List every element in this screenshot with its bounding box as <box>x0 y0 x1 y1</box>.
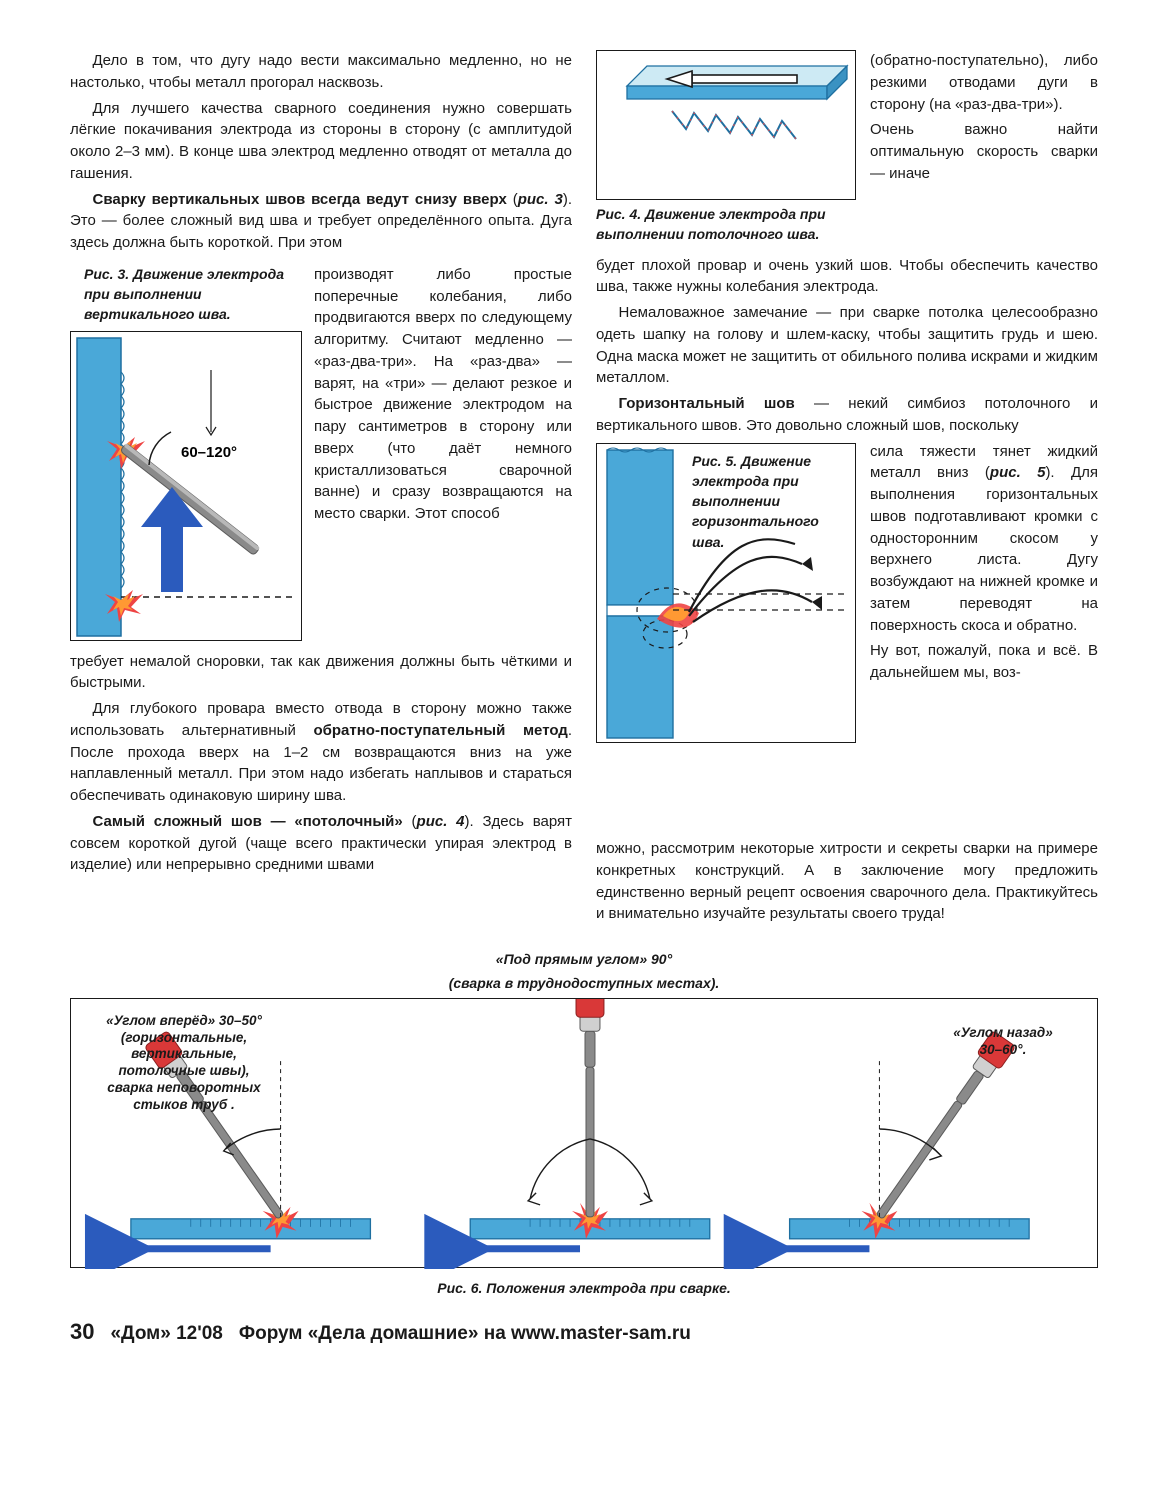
fig3-caption: Рис. 3. Движение электрода при выполнени… <box>84 264 302 325</box>
fig4-svg <box>597 51 857 201</box>
main-columns: Дело в том, что дугу надо вести максимал… <box>70 50 1098 929</box>
paragraph: требует немалой сноровки, так как движен… <box>70 651 572 695</box>
paragraph: производят либо простые поперечные колеб… <box>314 264 572 525</box>
fig4-left: Рис. 4. Движение электрода при выполнени… <box>596 50 856 249</box>
angle-label: 60–120° <box>181 444 237 461</box>
paragraph: сила тяжести тянет жидкий металл вниз (р… <box>870 441 1098 637</box>
paragraph: Горизонтальный шов — некий симбиоз потол… <box>596 393 1098 437</box>
right-column: Рис. 4. Движение электрода при выполнени… <box>596 50 1098 929</box>
paragraph: будет плохой провар и очень узкий шов. Ч… <box>596 255 1098 299</box>
fig6-head1: «Под прямым углом» 90° <box>70 949 1098 969</box>
fig6-head2: (сварка в труднодоступных местах). <box>70 973 1098 993</box>
paragraph: Самый сложный шов — «потолочный» (рис. 4… <box>70 811 572 876</box>
paragraph: Ну вот, пожалуй, пока и всё. В дальнейше… <box>870 640 1098 684</box>
page-number: 30 <box>70 1316 94 1348</box>
page-footer: 30 «Дом» 12'08 Форум «Дела домашние» на … <box>70 1316 1098 1348</box>
paragraph: можно, рассмотрим некоторые хитрости и с… <box>596 838 1098 925</box>
fig5-block: Рис. 5. Движение электрода при выполнени… <box>596 443 1098 848</box>
page-content: Дело в том, что дугу надо вести максимал… <box>70 50 1098 1348</box>
paragraph: Немаловажное замечание — при сварке пото… <box>596 302 1098 389</box>
left-column: Дело в том, что дугу надо вести максимал… <box>70 50 572 929</box>
fig3-left: Рис. 3. Движение электрода при выполнени… <box>70 264 302 641</box>
paragraph: Для глубокого провара вместо отвода в ст… <box>70 698 572 807</box>
fig5-left: Рис. 5. Движение электрода при выполнени… <box>596 443 856 848</box>
fig4-block: Рис. 4. Движение электрода при выполнени… <box>596 50 1098 249</box>
fig6-block: «Под прямым углом» 90° (сварка в труднод… <box>70 949 1098 1298</box>
fig5-right-text: сила тяжести тянет жидкий металл вниз (р… <box>870 441 1098 848</box>
fig6-caption: Рис. 6. Положения электрода при сварке. <box>70 1278 1098 1298</box>
paragraph: Сварку вертикальных швов всегда ведут сн… <box>70 189 572 254</box>
fig6-right-label: «Углом назад» 30–60°. <box>923 1025 1083 1059</box>
fig4-right-text: (обратно-поступательно), либо резкими от… <box>870 50 1098 249</box>
fig3-svg: 60–120° <box>71 332 303 642</box>
paragraph: Для лучшего качества сварного соединения… <box>70 98 572 185</box>
paragraph: Очень важно найти оптимальную скорость с… <box>870 119 1098 184</box>
fig6-left-label: «Углом вперёд» 30–50° (горизонтальные, в… <box>79 1013 289 1114</box>
paragraph: Дело в том, что дугу надо вести максимал… <box>70 50 572 94</box>
magazine-ref: «Дом» 12'08 <box>110 1320 222 1348</box>
figure-6: «Углом вперёд» 30–50° (горизонтальные, в… <box>70 998 1098 1268</box>
forum-ref: Форум «Дела домашние» на www.master-sam.… <box>239 1320 691 1348</box>
figure-4 <box>596 50 856 200</box>
fig4-caption: Рис. 4. Движение электрода при выполнени… <box>596 204 856 245</box>
figure-3: 60–120° <box>70 331 302 641</box>
paragraph: (обратно-поступательно), либо резкими от… <box>870 50 1098 115</box>
fig3-right-text: производят либо простые поперечные колеб… <box>314 264 572 641</box>
fig5-caption: Рис. 5. Движение электрода при выполнени… <box>692 451 844 552</box>
fig3-block: Рис. 3. Движение электрода при выполнени… <box>70 264 572 641</box>
